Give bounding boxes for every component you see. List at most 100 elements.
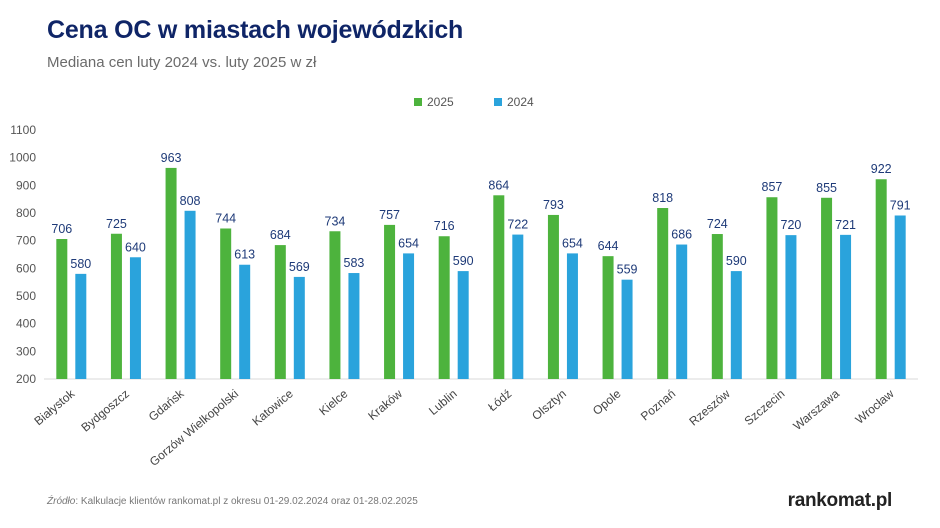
legend-label-2024: 2024	[507, 95, 534, 109]
y-tick-label: 700	[16, 234, 36, 248]
bar-2024-1	[75, 273, 87, 379]
category-label-6: Kielce	[316, 386, 350, 418]
category-label-12: Poznań	[638, 387, 678, 424]
bar-2024-8	[457, 271, 469, 379]
category-label-4: Gorzów Wielkopolski	[147, 387, 241, 469]
value-label-2025-9: 864	[488, 178, 509, 192]
category-label-14: Szczecin	[742, 387, 788, 429]
bar-2024-10	[566, 253, 578, 379]
category-label-9: Łódź	[485, 387, 514, 414]
bar-2024-5	[293, 276, 305, 379]
y-tick-label: 800	[16, 206, 36, 220]
bar-2025-9	[493, 195, 505, 379]
category-label-11: Opole	[590, 386, 624, 418]
y-tick-label: 300	[16, 344, 36, 358]
value-label-2025-15: 855	[816, 181, 837, 195]
category-label-15: Warszawa	[790, 386, 842, 433]
value-label-2025-8: 716	[434, 219, 455, 233]
value-label-2025-12: 818	[652, 191, 673, 205]
value-label-2024-16: 791	[890, 198, 911, 212]
bar-2025-15	[821, 197, 833, 379]
bar-2025-10	[547, 214, 559, 379]
value-label-2025-4: 744	[215, 211, 236, 225]
value-label-2025-16: 922	[871, 162, 892, 176]
value-label-2025-7: 757	[379, 208, 400, 222]
category-label-2: Bydgoszcz	[78, 387, 131, 435]
bar-2025-8	[438, 236, 450, 379]
source-note: Źródło: Kalkulacje klientów rankomat.pl …	[47, 496, 418, 507]
category-label-16: Wrocław	[853, 386, 897, 426]
value-label-2025-1: 706	[51, 222, 72, 236]
y-tick-label: 600	[16, 261, 36, 275]
value-label-2025-6: 734	[325, 214, 346, 228]
category-label-8: Lublin	[426, 387, 460, 418]
bar-2025-1	[56, 239, 68, 379]
bar-2024-9	[512, 234, 524, 379]
value-label-2025-11: 644	[598, 239, 619, 253]
value-label-2024-5: 569	[289, 260, 310, 274]
bar-2025-16	[875, 179, 887, 379]
value-label-2024-7: 654	[398, 236, 419, 250]
bar-2025-3	[165, 167, 177, 379]
legend-item-2024: 2024	[494, 95, 534, 109]
category-label-10: Olsztyn	[529, 387, 569, 423]
bar-2024-16	[894, 215, 906, 379]
category-label-1: Białystok	[31, 386, 78, 428]
value-label-2025-3: 963	[161, 151, 182, 165]
y-tick-label: 1100	[10, 123, 36, 137]
source-text: : Kalkulacje klientów rankomat.pl z okre…	[75, 496, 418, 507]
value-label-2025-10: 793	[543, 198, 564, 212]
value-label-2024-13: 590	[726, 254, 747, 268]
bar-2024-13	[730, 271, 742, 379]
rankomat-logo: rankomat.pl	[787, 490, 893, 511]
value-label-2024-11: 559	[617, 263, 638, 277]
bar-2025-14	[766, 197, 778, 379]
value-label-2025-13: 724	[707, 217, 728, 231]
value-label-2024-9: 722	[507, 218, 528, 232]
bar-2025-11	[602, 256, 614, 379]
bar-2024-11	[621, 279, 633, 379]
bar-2025-5	[274, 245, 286, 379]
value-label-2024-4: 613	[234, 248, 255, 262]
bar-2024-7	[403, 253, 415, 379]
value-label-2024-2: 640	[125, 240, 146, 254]
legend-label-2025: 2025	[427, 95, 454, 109]
bar-2025-7	[384, 224, 396, 379]
bar-2024-3	[184, 210, 196, 379]
bar-2025-2	[110, 233, 122, 379]
bar-2024-6	[348, 273, 360, 379]
y-tick-label: 1000	[9, 151, 36, 165]
category-label-7: Kraków	[365, 386, 405, 423]
legend-item-2025: 2025	[414, 95, 454, 109]
bar-2025-4	[220, 228, 232, 379]
bar-2024-2	[129, 257, 141, 379]
bar-2024-15	[840, 234, 852, 379]
bar-2024-4	[239, 264, 251, 379]
legend-swatch-2024	[494, 98, 502, 106]
category-label-5: Katowice	[249, 386, 296, 428]
chart-subtitle: Mediana cen luty 2024 vs. luty 2025 w zł	[47, 54, 317, 71]
y-tick-label: 900	[16, 178, 36, 192]
value-label-2024-3: 808	[180, 194, 201, 208]
bar-2025-13	[711, 234, 723, 379]
bar-2024-12	[676, 244, 688, 379]
category-label-13: Rzeszów	[686, 386, 733, 428]
source-label: Źródło	[47, 496, 76, 507]
y-tick-label: 500	[16, 289, 36, 303]
value-label-2024-8: 590	[453, 254, 474, 268]
value-label-2025-5: 684	[270, 228, 291, 242]
chart-title: Cena OC w miastach wojewódzkich	[47, 16, 464, 44]
value-label-2024-15: 721	[835, 218, 856, 232]
value-label-2024-10: 654	[562, 236, 583, 250]
category-label-3: Gdańsk	[146, 386, 187, 424]
value-label-2024-6: 583	[344, 256, 365, 270]
y-tick-label: 400	[16, 317, 36, 331]
bar-2024-14	[785, 235, 797, 379]
value-label-2024-12: 686	[671, 228, 692, 242]
value-label-2024-1: 580	[70, 257, 91, 271]
value-label-2025-14: 857	[762, 180, 783, 194]
value-label-2025-2: 725	[106, 217, 127, 231]
bar-2025-6	[329, 231, 341, 379]
bar-2025-12	[657, 208, 669, 379]
